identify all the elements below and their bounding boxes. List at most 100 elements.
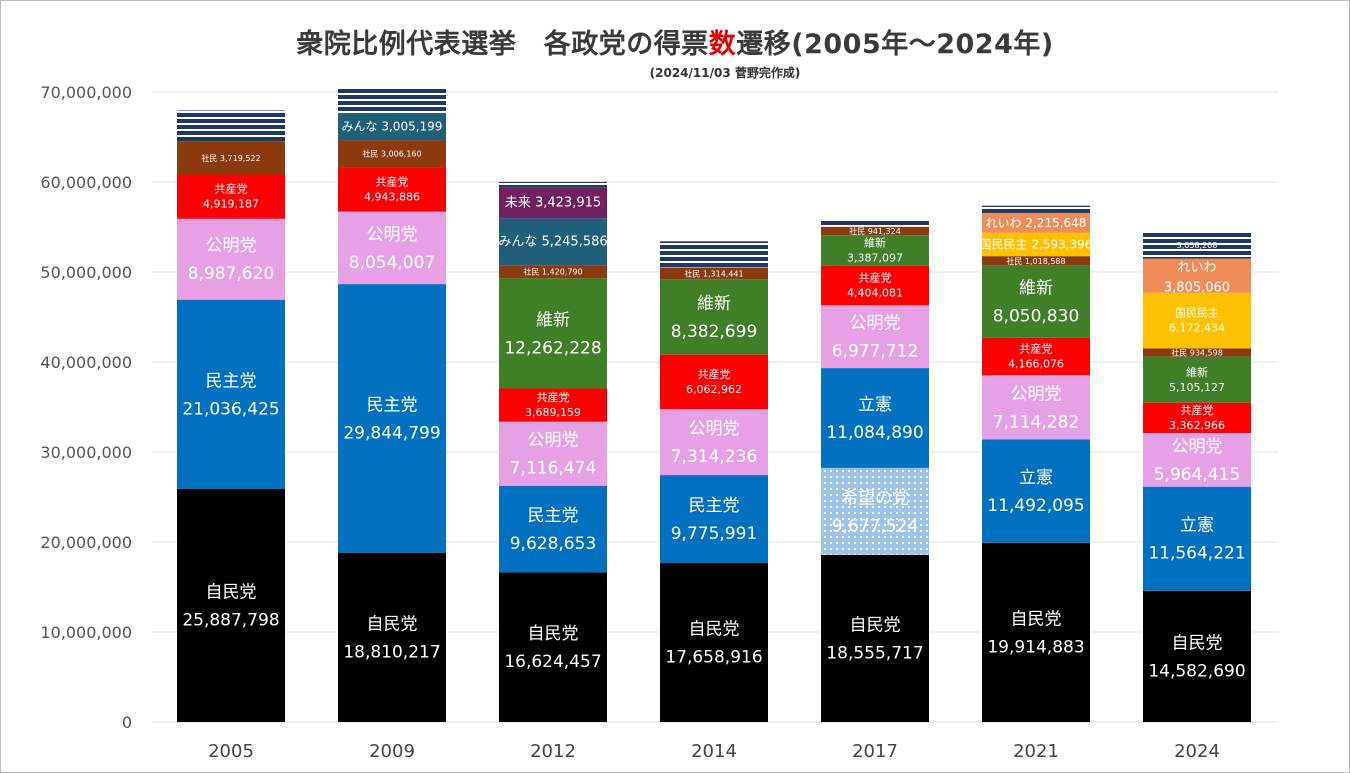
segment-name-label: 共産党 xyxy=(376,175,409,188)
segment-value-label: 12,262,228 xyxy=(504,338,601,358)
segment-name-label: 共産党 xyxy=(698,368,731,381)
bar-segment-kyosan-2021 xyxy=(982,337,1090,376)
bar-segment-komei-2014 xyxy=(660,409,768,476)
bar-segment-minna-2012 xyxy=(499,218,607,266)
segment-name-label: 公明党 xyxy=(1172,437,1223,457)
segment-name-label: 維新 xyxy=(1019,279,1053,299)
segment-name-label: 公明党 xyxy=(689,419,740,439)
bar-segment-ishin-2021 xyxy=(982,265,1090,338)
segment-name-label: 立憲 xyxy=(1019,467,1053,488)
bar-segment-komei-2017 xyxy=(821,305,929,369)
segment-value-label: 5,105,127 xyxy=(1169,381,1225,394)
bar-segment-rikken-2021 xyxy=(982,439,1090,543)
x-tick-label: 2005 xyxy=(208,741,254,762)
title-part-a: 衆院比例代表選挙 各政党の得票 xyxy=(296,29,709,60)
bar-segment-jimin-2024 xyxy=(1143,590,1251,722)
segment-name-label: 自民党 xyxy=(850,615,901,635)
x-axis: 2005 2009 2012 2014 2017 2021 2024 xyxy=(208,741,1220,762)
bar-segment-kyosan-2014 xyxy=(660,354,768,410)
x-tick-label: 2009 xyxy=(369,741,415,762)
bar-segment-kokumin-2021 xyxy=(982,232,1090,257)
segment-name-label: 自民党 xyxy=(206,583,257,603)
bar-segment-kyosan-2005 xyxy=(177,174,285,219)
bar-segment-komei-2012 xyxy=(499,421,607,486)
bar-segment-other-2017 xyxy=(821,220,929,227)
segment-value-label: 5,964,415 xyxy=(1154,465,1241,485)
segment-name-label: 共産党 xyxy=(215,183,248,196)
segment-name-label: 自民党 xyxy=(367,614,418,634)
bar-segment-komei-2021 xyxy=(982,375,1090,440)
bar-segment-jimin-2021 xyxy=(982,542,1090,722)
bar-segment-shamin-2021 xyxy=(982,256,1090,266)
x-tick-label: 2014 xyxy=(691,741,737,762)
y-tick-label: 60,000,000 xyxy=(40,173,132,192)
y-axis: 0 10,000,000 20,000,000 30,000,000 40,000,00… xyxy=(40,83,132,732)
segment-name-label: 維新 xyxy=(1186,365,1208,379)
segment-value-label: 7,116,474 xyxy=(510,459,597,479)
chart-subtitle: (2024/11/03 菅野完作成) xyxy=(649,66,801,80)
segment-name-label: 維新 xyxy=(864,235,886,249)
segment-name-label: 維新 xyxy=(536,310,570,330)
x-tick-label: 2021 xyxy=(1013,741,1059,762)
segment-name-label: 共産党 xyxy=(859,272,892,285)
segment-label-tiny: 社民 1,018,588 xyxy=(1006,256,1065,266)
segment-value-label: 3,387,097 xyxy=(847,251,903,264)
segment-value-label: 4,166,076 xyxy=(1008,358,1064,371)
segment-value-label: 11,492,095 xyxy=(987,496,1084,516)
segment-name-label: 公明党 xyxy=(367,225,418,245)
bar-segment-other-2021 xyxy=(982,205,1090,213)
segment-name-label: 公明党 xyxy=(1011,384,1062,404)
segment-value-label: 7,314,236 xyxy=(671,447,758,467)
bar-segment-jimin-2017 xyxy=(821,554,929,722)
x-tick-label: 2017 xyxy=(852,741,898,762)
segment-label-tiny: 社民 1,314,441 xyxy=(684,268,743,278)
bar-segment-ishin-2024 xyxy=(1143,356,1251,403)
bar-segment-minshu-2009 xyxy=(338,284,446,553)
segment-value-label: 3,689,159 xyxy=(525,406,581,419)
bar-segment-shamin-2017 xyxy=(821,226,929,236)
segment-name-label: 共産党 xyxy=(1181,404,1214,417)
bar-segment-kyosan-2024 xyxy=(1143,402,1251,433)
segment-value-label: 8,382,699 xyxy=(671,322,758,342)
segment-value-label: 18,555,717 xyxy=(826,643,923,663)
bar-segment-jimin-2014 xyxy=(660,563,768,722)
bar-segment-jimin-2012 xyxy=(499,572,607,722)
segment-label-tiny: 社民 934,598 xyxy=(1171,348,1223,358)
bar-segment-other-2009 xyxy=(338,87,446,114)
segment-value-label: 8,987,620 xyxy=(188,264,275,284)
bar-segment-jimin-2005 xyxy=(177,489,285,722)
bar-segment-komei-2024 xyxy=(1143,432,1251,487)
segment-name-label: 維新 xyxy=(697,294,731,314)
bar-segment-minna-2009 xyxy=(338,113,446,141)
segment-name-label: 立憲 xyxy=(1180,515,1214,536)
segment-name-label: 公明党 xyxy=(850,314,901,334)
segment-name-label: 民主党 xyxy=(206,371,257,391)
segment-value-label: 9,628,653 xyxy=(510,534,597,554)
bar-segment-minshu-2012 xyxy=(499,485,607,573)
segment-value-label: 9,775,991 xyxy=(671,524,758,544)
segment-name-label: 立憲 xyxy=(858,394,892,415)
title-part-c: 遷移(2005年～2024年) xyxy=(736,29,1054,60)
segment-name-label: 共産党 xyxy=(537,391,570,404)
segment-label-inline: 未来 3,423,915 xyxy=(505,196,601,211)
segment-value-label: 8,050,830 xyxy=(993,307,1080,327)
y-tick-label: 30,000,000 xyxy=(40,443,132,462)
bar-segment-shamin-2009 xyxy=(338,140,446,168)
bar-segment-minshu-2005 xyxy=(177,299,285,490)
segment-label-inline: みんな 3,005,199 xyxy=(342,120,443,134)
segment-value-label: 4,919,187 xyxy=(203,198,259,211)
bar-segment-rikken-2024 xyxy=(1143,486,1251,591)
bar-segment-kyosan-2017 xyxy=(821,265,929,306)
segment-value-label: 11,564,221 xyxy=(1148,544,1245,564)
segment-value-label: 6,062,962 xyxy=(686,383,742,396)
segment-value-label: 29,844,799 xyxy=(343,423,440,443)
bar-segment-mirai-2012 xyxy=(499,187,607,219)
title-highlight: 数 xyxy=(708,29,737,60)
bars: 自民党 25,887,798 民主党 21,036,425 公明党 8,987,620 共産… xyxy=(177,87,1251,722)
segment-name-label: 民主党 xyxy=(528,506,579,526)
bar-segment-shamin-2014 xyxy=(660,267,768,280)
segment-label-inline: 国民民主 2,593,396 xyxy=(980,238,1093,252)
segment-label-tiny: 社民 3,006,160 xyxy=(362,149,421,159)
bar-segment-jimin-2009 xyxy=(338,552,446,722)
y-tick-label: 70,000,000 xyxy=(40,83,132,102)
